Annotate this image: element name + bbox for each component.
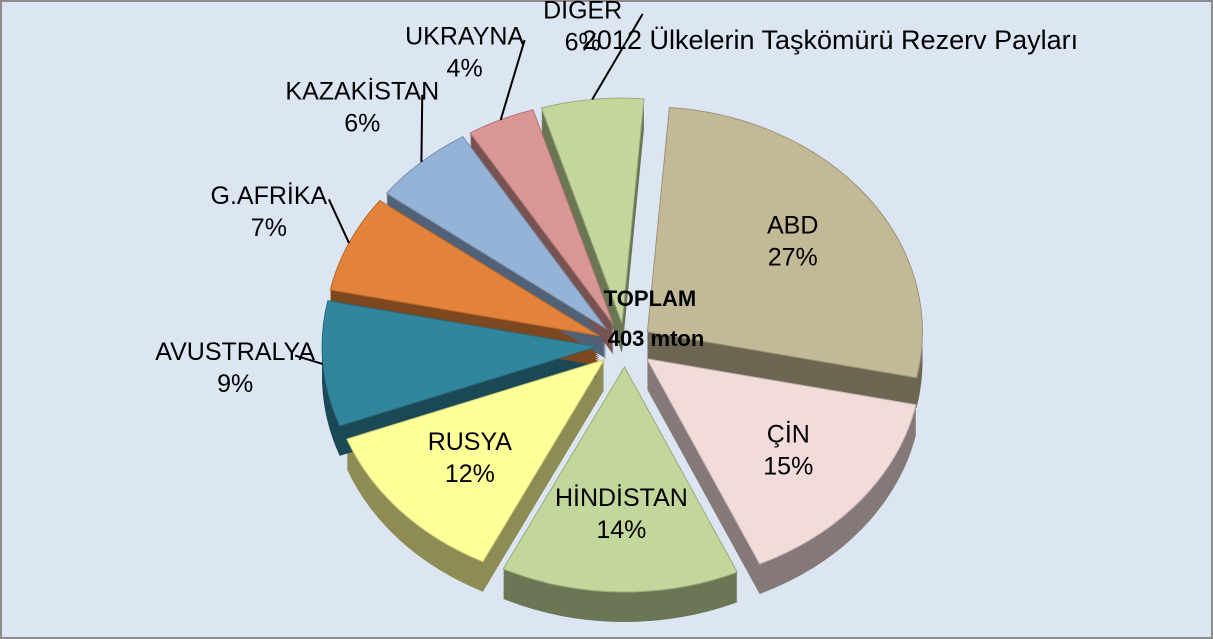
chart-title: 2012 Ülkelerin Taşkömürü Rezerv Payları <box>582 25 1078 55</box>
data-label-value: 27% <box>768 243 818 271</box>
data-label-name: UKRAYNA <box>405 23 524 51</box>
leader-line <box>420 94 424 163</box>
data-label-value: 4% <box>447 55 483 83</box>
data-label-name: ÇİN <box>767 419 810 448</box>
data-label-value: 9% <box>217 370 253 398</box>
slice <box>346 358 606 563</box>
data-label-name: ABD <box>767 211 818 239</box>
leader-line <box>327 198 350 244</box>
data-label-value: 6% <box>565 28 601 56</box>
slice <box>329 199 600 337</box>
data-label-value: 14% <box>596 516 646 544</box>
leader-line <box>591 13 644 100</box>
center-annotation: 403 mton <box>608 326 705 351</box>
data-label-name: DİĞER <box>543 0 622 24</box>
center-annotation: TOPLAM <box>604 286 696 311</box>
data-label-value: 15% <box>763 452 813 480</box>
leader-line <box>294 354 324 365</box>
data-label-value: 7% <box>251 214 287 242</box>
data-label-value: 6% <box>344 109 380 137</box>
leader-line <box>499 39 526 121</box>
data-label-value: 12% <box>445 460 495 488</box>
data-label-name: KAZAKİSTAN <box>285 76 439 105</box>
slice <box>540 97 645 324</box>
data-label-name: RUSYA <box>428 428 513 456</box>
data-label-name: AVUSTRALYA <box>155 338 315 366</box>
slice <box>502 365 739 593</box>
slice <box>645 358 917 565</box>
data-label-name: G.AFRİKA <box>211 181 328 210</box>
data-label-name: HİNDİSTAN <box>555 483 688 512</box>
slice <box>646 107 923 379</box>
